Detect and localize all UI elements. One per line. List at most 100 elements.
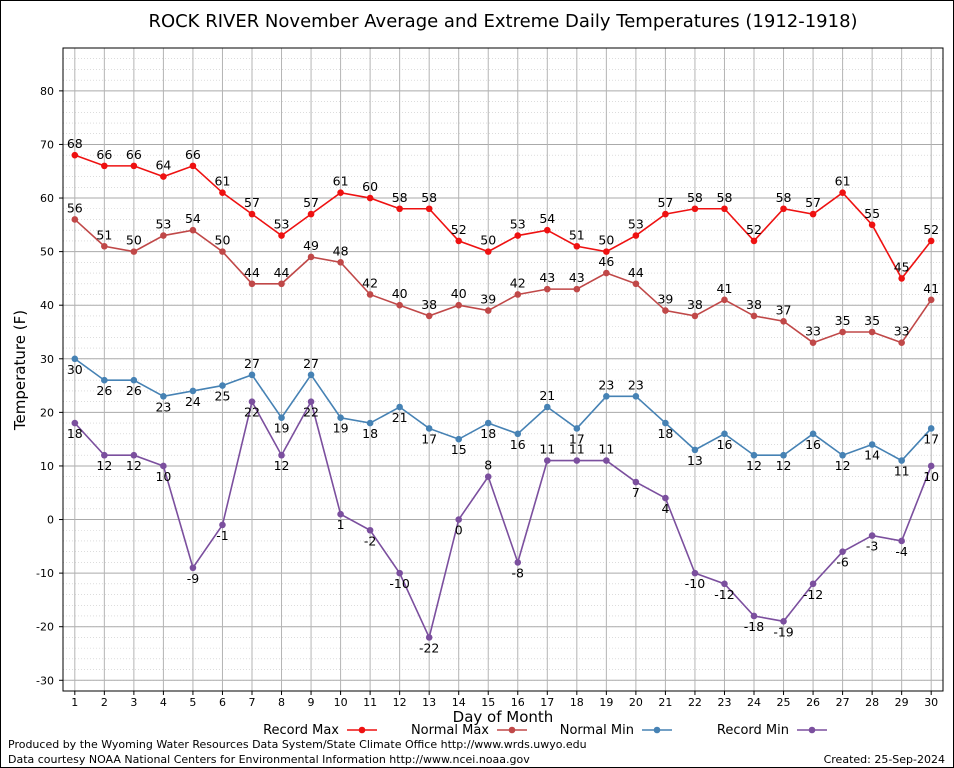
data-label-normal-min: 23: [628, 377, 644, 392]
data-label-normal-min: 13: [687, 453, 703, 468]
data-label-normal-max: 46: [598, 254, 614, 269]
data-label-normal-min: 17: [421, 431, 437, 446]
data-label-normal-min: 17: [923, 431, 939, 446]
legend-label-normal-max: Normal Max: [411, 723, 489, 738]
y-tick-label: 80: [40, 85, 54, 98]
data-point-record-min: [809, 580, 817, 588]
data-point-normal-max: [691, 312, 699, 320]
data-label-normal-min: 25: [215, 389, 231, 404]
x-tick-label: 19: [599, 696, 613, 709]
data-label-record-min: -18: [744, 619, 764, 634]
data-label-record-min: 10: [155, 469, 171, 484]
data-point-record-max: [396, 205, 403, 213]
data-label-normal-max: 33: [894, 324, 910, 339]
data-point-normal-max: [927, 296, 935, 304]
data-label-record-max: 50: [598, 233, 614, 248]
chart-title: ROCK RIVER November Average and Extreme …: [148, 11, 857, 32]
x-tick-label: 25: [777, 696, 791, 709]
data-point-record-max: [248, 210, 256, 218]
data-label-record-min: 12: [126, 458, 142, 473]
data-point-normal-min: [780, 451, 787, 459]
x-tick-label: 28: [865, 696, 879, 709]
data-label-record-max: 58: [687, 190, 703, 205]
data-point-record-min: [425, 634, 433, 641]
data-label-record-max: 57: [805, 195, 821, 210]
x-tick-label: 21: [658, 696, 672, 709]
data-point-record-max: [721, 205, 728, 213]
data-point-normal-min: [455, 435, 463, 443]
x-tick-label: 7: [248, 696, 255, 709]
data-label-normal-max: 49: [303, 238, 319, 253]
x-tick-label: 9: [308, 696, 315, 709]
data-label-normal-min: 24: [185, 394, 201, 409]
data-point-normal-min: [868, 441, 876, 448]
y-tick-label: 70: [40, 138, 54, 151]
y-tick-label: 20: [40, 406, 54, 419]
data-label-record-max: 51: [569, 227, 585, 242]
data-point-record-max: [514, 232, 522, 239]
data-label-normal-min: 12: [746, 458, 762, 473]
data-label-normal-max: 35: [864, 313, 880, 328]
x-tick-label: 22: [688, 696, 702, 709]
data-label-normal-max: 35: [835, 313, 851, 328]
data-label-normal-min: 23: [598, 377, 614, 392]
legend-marker-record-max: [358, 726, 366, 734]
x-tick-label: 10: [334, 696, 348, 709]
data-label-record-max: 53: [274, 217, 290, 232]
x-tick-label: 27: [836, 696, 850, 709]
data-point-record-max: [780, 205, 787, 213]
data-label-record-max: 64: [155, 158, 171, 173]
x-tick-label: 29: [895, 696, 909, 709]
x-tick-label: 12: [393, 696, 407, 709]
data-label-normal-min: 26: [126, 383, 142, 398]
data-point-normal-min: [603, 392, 610, 400]
data-label-normal-min: 15: [451, 442, 467, 457]
x-tick-label: 24: [747, 696, 761, 709]
data-point-normal-max: [71, 216, 79, 223]
x-tick-label: 13: [422, 696, 436, 709]
x-tick-label: 30: [924, 696, 938, 709]
data-label-normal-max: 40: [392, 286, 408, 301]
footer-credit-data: Data courtesy NOAA National Centers for …: [8, 753, 530, 766]
data-label-normal-min: 16: [717, 437, 733, 452]
data-label-normal-max: 44: [628, 265, 644, 280]
data-point-normal-max: [219, 248, 226, 255]
data-point-normal-max: [750, 312, 758, 320]
legend: Record Max Normal Max Normal Min Record Min: [263, 723, 827, 738]
data-point-normal-max: [721, 296, 728, 304]
data-label-normal-max: 38: [687, 297, 703, 312]
data-point-normal-min: [662, 419, 669, 427]
data-label-record-max: 58: [717, 190, 733, 205]
data-label-record-max: 61: [333, 174, 349, 189]
x-tick-label: 6: [219, 696, 226, 709]
data-point-normal-min: [691, 446, 699, 454]
data-point-record-max: [130, 162, 138, 170]
data-label-normal-min: 14: [864, 448, 880, 463]
x-tick-label: 18: [570, 696, 584, 709]
x-axis: 1 2 3 4 5 6 7 8 9 10 11 12 13 14 15 16 17 18 19 20 21 22 23 24 2…: [71, 691, 938, 709]
series-line-normal-min: [74, 358, 932, 462]
data-point-record-min: [484, 473, 492, 480]
data-label-record-min: 4: [661, 501, 669, 516]
series-line-record-min: [74, 399, 932, 640]
data-label-normal-max: 41: [923, 281, 939, 296]
data-label-record-min: -12: [714, 587, 734, 602]
footer-credit-producer: Produced by the Wyoming Water Resources …: [8, 738, 587, 751]
data-point-normal-max: [307, 253, 315, 261]
x-tick-label: 17: [540, 696, 554, 709]
data-point-record-min: [662, 494, 669, 502]
data-point-record-min: [543, 457, 551, 464]
data-label-record-max: 66: [126, 147, 142, 162]
x-tick-label: 15: [481, 696, 495, 709]
data-point-normal-min: [750, 451, 758, 459]
data-label-normal-min: 26: [96, 383, 112, 398]
data-label-record-min: 10: [923, 469, 939, 484]
data-label-record-max: 52: [923, 222, 939, 237]
data-label-record-min: -10: [685, 576, 705, 591]
x-tick-label: 4: [160, 696, 167, 709]
data-label-normal-min: 18: [362, 426, 378, 441]
data-point-record-min: [189, 564, 197, 572]
data-label-normal-max: 53: [155, 217, 171, 232]
data-label-record-min: -4: [895, 544, 908, 559]
data-label-normal-max: 43: [539, 270, 555, 285]
